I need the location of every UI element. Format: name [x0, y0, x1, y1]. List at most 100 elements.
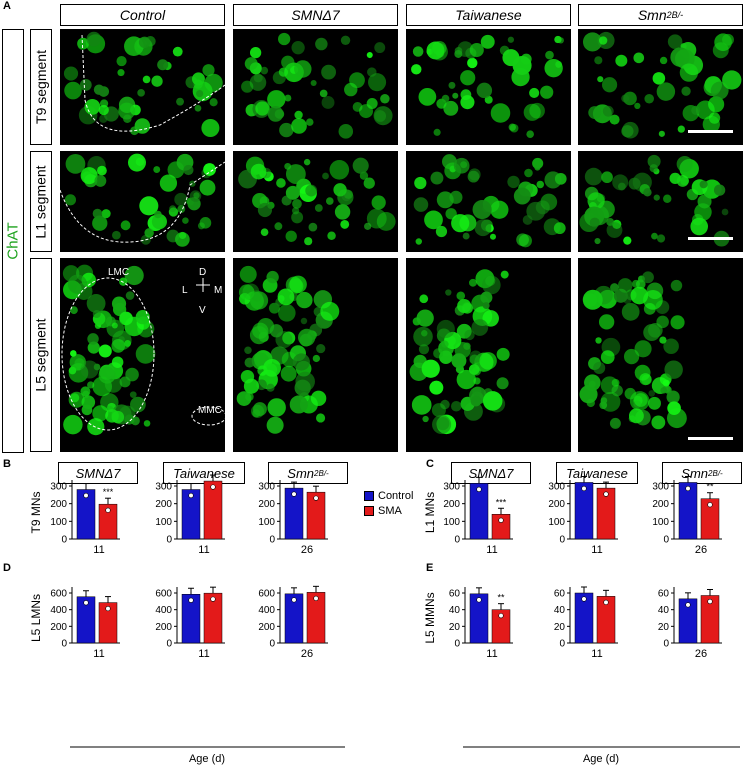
micrograph-r2-c2: [406, 258, 571, 452]
group-label-smn2b-left: Smn 2B/-: [268, 462, 348, 484]
micrograph-r0-c1: [233, 29, 398, 145]
y-tick-label-e-2-2: 40: [658, 605, 670, 616]
x-tick-label-b-2: 26: [301, 544, 313, 556]
panel-label-e: E: [426, 562, 434, 574]
y-tick-label-b-2-3: 300: [258, 482, 275, 493]
x-tick-label-c-0: 11: [486, 544, 497, 556]
y-tick-label-b-1-2: 200: [155, 499, 172, 510]
scale-bar: [688, 237, 733, 240]
data-point-c-0-1: [498, 517, 504, 523]
data-point-e-1-0: [581, 596, 587, 602]
x-tick-label-c-1: 11: [591, 544, 602, 556]
y-tick-label-d-2-1: 200: [258, 622, 275, 633]
y-tick-label-d-2-0: 0: [269, 639, 275, 650]
y-tick-label-b-0-1: 100: [50, 517, 67, 528]
stain-label-box: ChAT: [2, 29, 24, 453]
scale-bar: [688, 437, 733, 440]
data-point-d-2-0: [291, 597, 297, 603]
micrograph-r0-c3: [578, 29, 743, 145]
y-tick-label-c-0-0: 0: [454, 535, 460, 546]
y-tick-label-b-2-2: 200: [258, 499, 275, 510]
y-axis-label-d: L5 LMNs: [29, 594, 43, 642]
column-header-control: Control: [60, 4, 225, 26]
data-point-d-1-0: [188, 597, 194, 603]
micrograph-r1-c1: [233, 151, 398, 252]
y-tick-label-e-1-3: 60: [554, 589, 566, 600]
y-axis-label-e: L5 MMNs: [423, 592, 437, 643]
y-tick-label-b-0-0: 0: [61, 535, 67, 546]
x-tick-label-e-0: 11: [486, 648, 497, 660]
y-tick-label-d-1-2: 400: [155, 605, 172, 616]
y-tick-label-d-0-1: 200: [50, 622, 67, 633]
y-tick-label-d-2-3: 600: [258, 589, 275, 600]
legend-control: Control: [378, 490, 414, 502]
y-tick-label-e-1-2: 40: [554, 605, 566, 616]
micrograph-r2-c3: [578, 258, 743, 452]
legend-swatch-sma: [364, 506, 374, 516]
bar-b-1-sma: [203, 480, 223, 540]
y-tick-label-e-1-1: 20: [554, 622, 566, 633]
y-axis-label-c: L1 MNs: [423, 492, 437, 533]
y-tick-label-d-2-2: 400: [258, 605, 275, 616]
x-tick-label-d-2: 26: [301, 648, 313, 660]
significance-c-0: ***: [496, 497, 507, 507]
y-tick-label-c-2-3: 300: [652, 482, 669, 493]
data-point-e-0-1: [498, 613, 504, 619]
data-point-e-2-0: [685, 602, 691, 608]
legend: Control SMA: [364, 490, 413, 520]
lateral-label: L: [182, 285, 188, 296]
data-point-d-0-0: [83, 600, 89, 606]
panel-label-a: A: [3, 0, 11, 12]
y-tick-label-d-0-3: 600: [50, 589, 67, 600]
x-tick-label-d-1: 11: [198, 648, 209, 660]
y-tick-label-c-1-2: 200: [548, 499, 565, 510]
y-tick-label-c-0-1: 100: [443, 517, 460, 528]
data-point-c-2-1: [707, 502, 713, 508]
y-tick-label-d-1-3: 600: [155, 589, 172, 600]
y-tick-label-e-0-2: 40: [449, 605, 461, 616]
outline-overlay: [59, 34, 227, 431]
micrograph-r1-c3: [578, 151, 743, 252]
y-tick-label-e-2-0: 0: [663, 639, 669, 650]
y-tick-label-b-1-0: 0: [166, 535, 172, 546]
data-point-c-1-1: [603, 491, 609, 497]
micrograph-r1-c2: [406, 151, 571, 252]
ventral-label: V: [199, 305, 206, 316]
mmc-label: MMC: [198, 405, 222, 416]
y-tick-label-e-0-0: 0: [454, 639, 460, 650]
panel-label-c: C: [426, 458, 434, 470]
y-tick-label-b-2-0: 0: [269, 535, 275, 546]
micrograph-r2-c0: [60, 258, 225, 452]
y-tick-label-c-2-2: 200: [652, 499, 669, 510]
group-label-smn2b-right: Smn 2B/-: [662, 462, 742, 484]
column-header-smn2b: Smn 2B/-: [578, 4, 743, 26]
y-tick-label-c-2-0: 0: [663, 535, 669, 546]
y-tick-label-c-2-1: 100: [652, 517, 669, 528]
data-point-c-1-0: [581, 485, 587, 492]
group-label-smnd7-right: SMNΔ7: [451, 462, 531, 484]
y-tick-label-b-0-2: 200: [50, 499, 67, 510]
y-tick-label-e-1-0: 0: [559, 639, 565, 650]
group-label-smnd7-left: SMNΔ7: [58, 462, 138, 484]
column-header-taiwanese: Taiwanese: [406, 4, 571, 26]
x-tick-label-e-2: 26: [695, 648, 707, 660]
data-point-b-2-0: [291, 491, 297, 497]
y-tick-label-c-0-3: 300: [443, 482, 460, 493]
row-header-l1: L1 segment: [30, 151, 52, 252]
y-tick-label-b-0-3: 300: [50, 482, 67, 493]
micrograph-r2-c1: [233, 258, 398, 452]
dorsal-label: D: [199, 267, 207, 278]
y-tick-label-e-0-1: 20: [449, 622, 461, 633]
data-point-d-1-1: [210, 596, 216, 602]
row-header-t9: T9 segment: [30, 29, 52, 145]
legend-swatch-control: [364, 491, 374, 501]
x-tick-label-b-0: 11: [93, 544, 104, 556]
y-tick-label-c-1-0: 0: [559, 535, 565, 546]
micrograph-r1-c0: [60, 151, 225, 252]
panel-label-d: D: [3, 562, 11, 574]
data-point-e-2-1: [707, 598, 713, 605]
x-tick-label-e-1: 11: [591, 648, 602, 660]
micrograph-r0-c2: [406, 29, 571, 145]
data-point-c-0-0: [476, 486, 482, 492]
